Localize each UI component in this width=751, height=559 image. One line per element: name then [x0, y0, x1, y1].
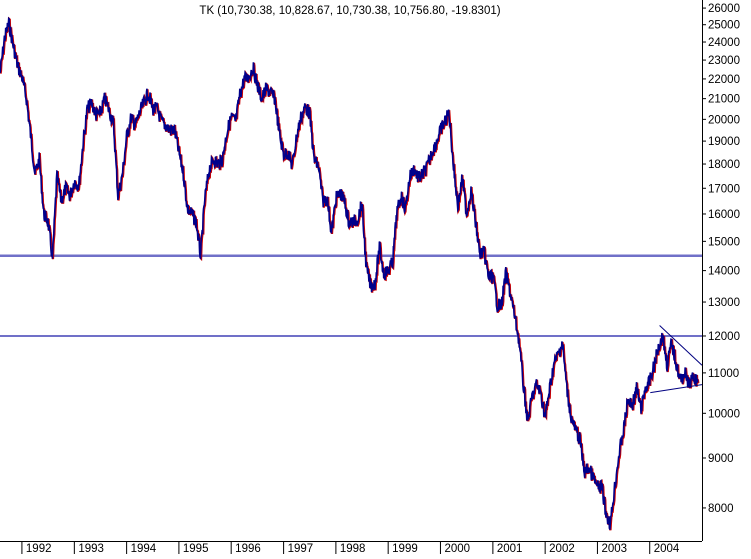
y-tick-label: 10000 [708, 408, 740, 420]
trend-line-1 [659, 325, 703, 366]
y-tick-label: 13000 [708, 297, 740, 309]
series-line-tk [0, 16, 699, 530]
y-tick-label: 25000 [708, 20, 740, 32]
y-tick-label: 21000 [708, 94, 740, 106]
y-tick-label: 12000 [708, 331, 740, 343]
trend-line-2 [650, 384, 703, 394]
y-tick-label: 15000 [708, 236, 740, 248]
x-tick-label: 1998 [340, 543, 366, 554]
x-tick-label: 1992 [26, 543, 52, 554]
trend-lines [650, 325, 703, 394]
y-tick-label: 26000 [708, 3, 740, 15]
x-tick-label: 1997 [288, 543, 314, 554]
x-tick-label: 1993 [78, 543, 104, 554]
x-tick-label: 2000 [444, 543, 470, 554]
x-tick-label: 1995 [183, 543, 209, 554]
x-tick-label: 2003 [601, 543, 627, 554]
y-tick-label: 22000 [708, 74, 740, 86]
y-tick-label: 20000 [708, 114, 740, 126]
x-tick-label: 2001 [497, 543, 523, 554]
y-tick-label: 23000 [708, 55, 740, 67]
x-tick-label: 1996 [235, 543, 261, 554]
y-tick-label: 24000 [708, 37, 740, 49]
horizontal-levels [0, 254, 702, 337]
price-series [0, 16, 700, 531]
x-tick-label: 2004 [654, 543, 680, 554]
y-axis: 8000 9000 10000 11000 12000 13000 14000 15000 16… [702, 3, 740, 515]
x-tick-label: 1994 [131, 543, 157, 554]
x-tick-label: 2002 [549, 543, 575, 554]
y-tick-label: 11000 [708, 368, 739, 380]
y-tick-label: 16000 [708, 209, 740, 221]
y-tick-label: 17000 [708, 183, 740, 195]
plot-frame [0, 0, 703, 542]
y-tick-label: 19000 [708, 136, 740, 148]
chart-title: TK (10,730.38, 10,828.67, 10,730.38, 10,… [199, 5, 500, 17]
y-tick-label: 8000 [708, 503, 734, 515]
x-tick-label: 1999 [392, 543, 418, 554]
x-axis: 1992 1993 1994 1995 1996 1997 1998 1999 2000 2001… [21, 541, 680, 555]
y-tick-label: 14000 [708, 266, 740, 278]
y-tick-label: 18000 [708, 159, 740, 171]
y-tick-label: 9000 [708, 453, 734, 465]
